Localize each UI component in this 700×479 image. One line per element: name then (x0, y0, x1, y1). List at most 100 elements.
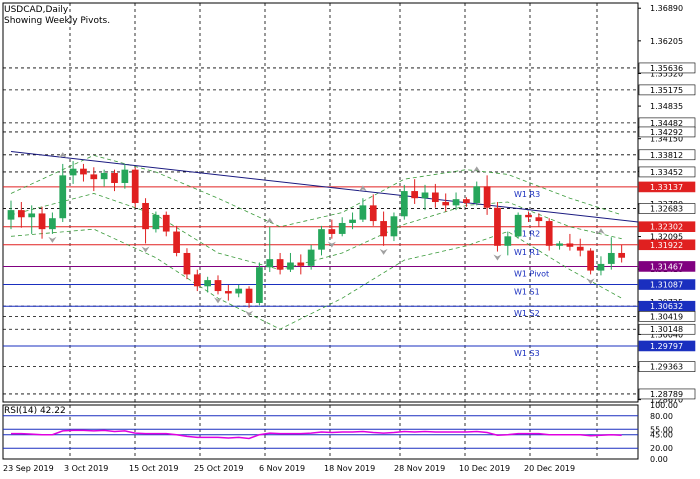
trendline (10, 151, 639, 223)
candle-body (100, 172, 108, 180)
price-tag-label: 1.31467 (650, 262, 683, 271)
candle-body (59, 175, 67, 219)
pivot-label: W1 R3 (514, 190, 540, 199)
x-tick-label: 3 Oct 2019 (64, 464, 108, 473)
candle-body (359, 205, 367, 220)
price-tag-label: 1.31922 (650, 241, 683, 250)
candle-body (597, 263, 605, 271)
candle-body (463, 199, 470, 203)
chart-subtitle: Showing Weekly Pivots. (4, 16, 111, 26)
candle-body (80, 168, 87, 175)
candle-body (7, 210, 15, 220)
fractal-up-icon (596, 228, 605, 235)
price-tag-box (638, 203, 696, 214)
candle-body (390, 216, 398, 237)
price-tag-label: 1.31087 (650, 281, 683, 290)
x-tick-label: 10 Dec 2019 (459, 464, 510, 473)
price-tag-box (638, 221, 696, 232)
rsi-tick-label: 20.00 (650, 444, 673, 453)
candle-body (494, 207, 501, 246)
rsi-pane-frame (2, 404, 639, 460)
fractal-down-icon (327, 241, 336, 248)
price-tag-box (638, 311, 696, 322)
rsi-tick-label: 100.00 (650, 401, 678, 410)
y-tick-label: 1.28670 (650, 396, 683, 405)
price-tag-label: 1.33452 (650, 168, 683, 177)
candle-body (535, 217, 543, 222)
candle-body (514, 214, 522, 237)
candle-body (131, 169, 139, 203)
price-tag-box (638, 261, 696, 272)
y-tick-label: 1.32095 (650, 233, 683, 242)
price-tag-box (638, 166, 696, 178)
candle-body (307, 249, 315, 266)
candle-body (152, 214, 160, 230)
fractal-down-icon (379, 248, 388, 255)
envelope-band-upper (10, 154, 622, 228)
price-tag-box (638, 388, 696, 400)
rsi-tick-label: 45.00 (650, 431, 673, 440)
fractal-up-icon (58, 152, 67, 159)
rsi-tick-label: 80.00 (650, 412, 673, 421)
pivot-label: W1 S2 (514, 309, 540, 318)
candle-body (576, 246, 584, 251)
candle-body (473, 186, 481, 203)
candle-body (587, 250, 594, 271)
price-tag-box (638, 84, 696, 96)
x-tick-label: 23 Sep 2019 (3, 464, 54, 473)
candle-body (276, 259, 284, 270)
price-tag-box (638, 181, 696, 193)
fractal-down-icon (493, 254, 502, 261)
candle-body (111, 172, 118, 183)
price-tag-label: 1.35175 (650, 86, 683, 95)
candle-body (545, 221, 553, 246)
price-tag-box (638, 239, 696, 251)
price-tag-label: 1.35636 (650, 64, 683, 73)
x-tick-label: 20 Dec 2019 (524, 464, 575, 473)
candle-body (121, 169, 129, 183)
candle-body (193, 274, 201, 287)
price-tag-label: 1.30632 (650, 302, 683, 311)
pivot-label: W1 Pivot (514, 269, 549, 278)
rsi-tick-label: 0.00 (650, 455, 668, 464)
candle-body (17, 210, 25, 218)
fractal-down-icon (141, 246, 150, 253)
fractal-down-icon (48, 236, 57, 243)
candle-body (214, 280, 222, 292)
candle-body (421, 192, 429, 199)
candle-body (452, 199, 460, 206)
price-tag-label: 1.33137 (650, 183, 683, 192)
candle-body (173, 231, 180, 253)
y-tick-label: 1.36205 (650, 37, 683, 46)
price-tag-box (638, 149, 696, 161)
candle-body (287, 262, 294, 270)
candle-body (328, 229, 336, 234)
candle-body (28, 213, 36, 218)
fractal-up-icon (358, 185, 367, 192)
candle-body (380, 221, 387, 237)
price-pane-frame (2, 2, 639, 403)
pivot-label: W1 R2 (514, 230, 540, 239)
price-tag-label: 1.34482 (650, 119, 683, 128)
y-tick-label: 1.34150 (650, 135, 683, 144)
price-tag-box (638, 340, 696, 352)
rsi-line (11, 429, 622, 440)
price-tag-box (638, 126, 696, 138)
price-tag-box (638, 361, 696, 372)
envelope-band-lower (10, 228, 622, 330)
fractal-down-icon (245, 310, 254, 317)
candle-body (525, 214, 532, 218)
x-tick-label: 15 Oct 2019 (129, 464, 178, 473)
x-tick-label: 25 Oct 2019 (194, 464, 243, 473)
candle-body (483, 186, 491, 208)
rsi-label: RSI(14) 42.22 (4, 406, 66, 416)
price-tag-box (638, 279, 696, 290)
price-tag-label: 1.30419 (650, 312, 683, 321)
candle-body (297, 262, 305, 266)
candle-body (504, 236, 512, 246)
candle-body (245, 288, 253, 303)
candle-body (90, 174, 98, 180)
price-tag-label: 1.32683 (650, 205, 683, 214)
candle-body (224, 291, 232, 294)
